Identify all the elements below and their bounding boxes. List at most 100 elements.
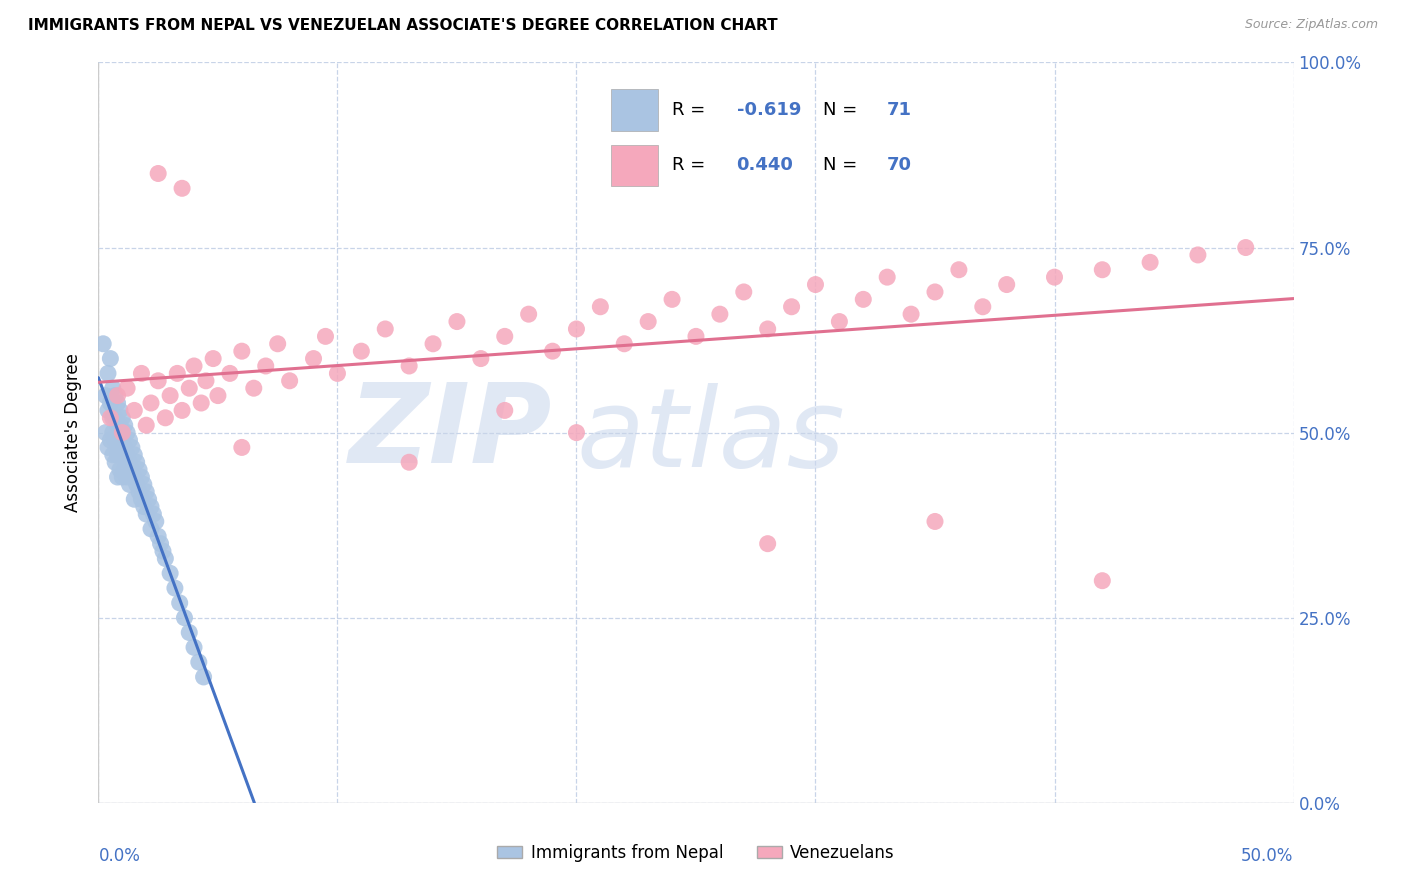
Point <box>350 344 373 359</box>
Point <box>326 367 349 381</box>
Point <box>135 418 157 433</box>
Point <box>155 551 177 566</box>
Point <box>231 344 253 359</box>
Text: Source: ZipAtlas.com: Source: ZipAtlas.com <box>1244 18 1378 31</box>
Point <box>111 425 134 440</box>
Point <box>159 566 181 581</box>
Point <box>446 314 468 328</box>
Point <box>780 300 803 314</box>
Point <box>115 470 138 484</box>
Point <box>101 448 124 462</box>
Point <box>114 462 136 476</box>
Point <box>91 336 114 351</box>
Point <box>139 522 162 536</box>
Point <box>195 374 218 388</box>
Point <box>172 403 194 417</box>
Point <box>924 515 946 529</box>
Point <box>1187 248 1209 262</box>
Point <box>494 329 516 343</box>
Point <box>104 433 127 447</box>
Point <box>315 329 337 343</box>
Point <box>118 477 141 491</box>
Point <box>148 529 170 543</box>
Point <box>104 388 127 402</box>
Point <box>900 307 922 321</box>
Point <box>243 381 266 395</box>
Point <box>121 462 143 476</box>
Point <box>219 367 242 381</box>
Point <box>107 470 129 484</box>
Point <box>1091 262 1114 277</box>
Text: IMMIGRANTS FROM NEPAL VS VENEZUELAN ASSOCIATE'S DEGREE CORRELATION CHART: IMMIGRANTS FROM NEPAL VS VENEZUELAN ASSO… <box>28 18 778 33</box>
Point <box>1139 255 1161 269</box>
Point <box>589 300 612 314</box>
Point <box>121 441 143 455</box>
Point <box>111 470 134 484</box>
Point <box>149 536 172 550</box>
Point <box>115 425 138 440</box>
Point <box>685 329 707 343</box>
Point <box>876 270 898 285</box>
Legend: Immigrants from Nepal, Venezuelans: Immigrants from Nepal, Venezuelans <box>491 838 901 869</box>
Point <box>302 351 325 366</box>
Point <box>148 374 170 388</box>
Point <box>128 462 150 476</box>
Text: 50.0%: 50.0% <box>1241 847 1294 865</box>
Point <box>108 403 131 417</box>
Point <box>187 655 209 669</box>
Point <box>114 418 136 433</box>
Point <box>231 441 253 455</box>
Point <box>613 336 636 351</box>
Point <box>254 359 277 373</box>
Point <box>101 425 124 440</box>
Point <box>139 500 162 514</box>
Y-axis label: Associate's Degree: Associate's Degree <box>65 353 83 512</box>
Point <box>118 433 141 447</box>
Point <box>98 410 122 425</box>
Point <box>108 462 131 476</box>
Point <box>135 484 157 499</box>
Point <box>107 396 129 410</box>
Point <box>494 403 516 417</box>
Point <box>267 336 290 351</box>
Text: ZIP: ZIP <box>349 379 553 486</box>
Point <box>98 433 122 447</box>
Point <box>278 374 301 388</box>
Point <box>132 477 155 491</box>
Point <box>107 433 129 447</box>
Point <box>101 410 124 425</box>
Point <box>135 507 157 521</box>
Point <box>152 544 174 558</box>
Point <box>374 322 396 336</box>
Point <box>166 367 188 381</box>
Point <box>709 307 731 321</box>
Point <box>107 448 129 462</box>
Point <box>111 433 134 447</box>
Point <box>924 285 946 299</box>
Point <box>108 418 131 433</box>
Point <box>125 477 148 491</box>
Point <box>1091 574 1114 588</box>
Point <box>98 351 122 366</box>
Point <box>172 181 194 195</box>
Point <box>131 470 153 484</box>
Point <box>756 322 779 336</box>
Point <box>995 277 1018 292</box>
Point <box>132 500 155 514</box>
Point <box>422 336 444 351</box>
Point <box>107 388 129 402</box>
Point <box>124 470 146 484</box>
Point <box>111 448 134 462</box>
Point <box>131 492 153 507</box>
Point <box>565 322 588 336</box>
Point <box>131 367 153 381</box>
Point <box>148 166 170 180</box>
Point <box>804 277 827 292</box>
Point <box>145 515 167 529</box>
Point <box>142 507 165 521</box>
Point <box>108 441 131 455</box>
Point <box>756 536 779 550</box>
Point <box>190 396 212 410</box>
Point <box>169 596 191 610</box>
Point <box>173 610 195 624</box>
